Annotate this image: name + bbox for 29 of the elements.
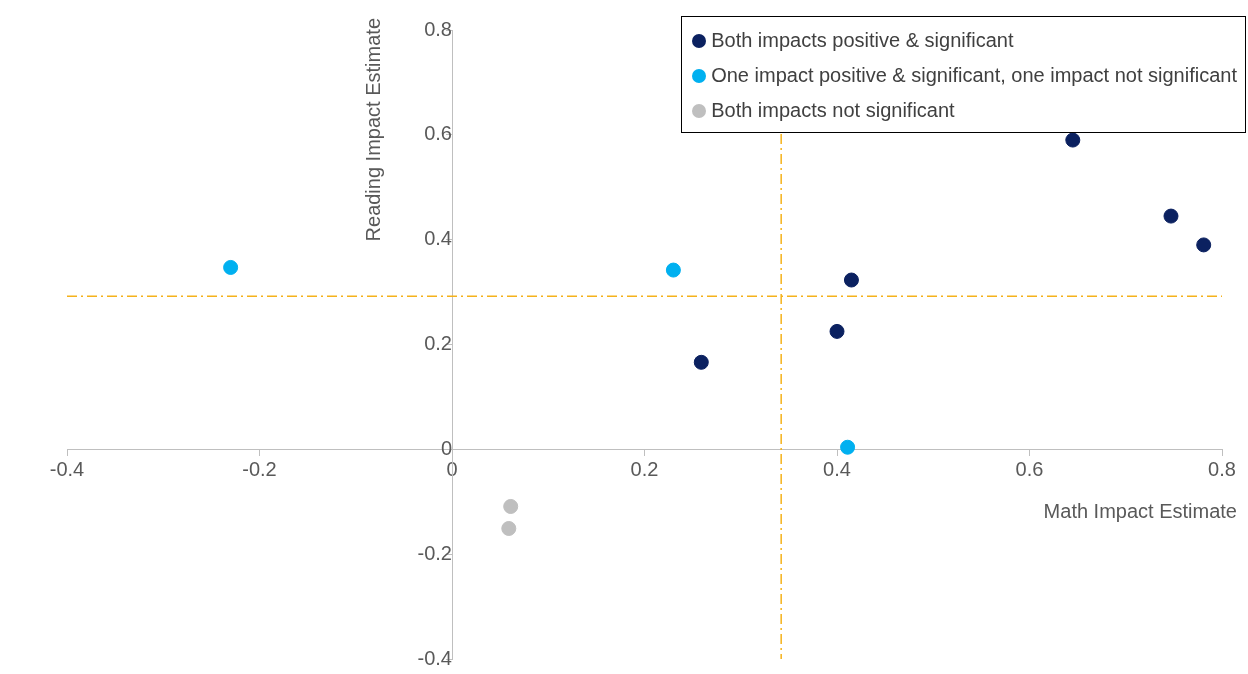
y-tick-label: 0.4: [424, 227, 452, 250]
point: [1065, 132, 1081, 148]
point: [829, 323, 845, 339]
point: [503, 498, 519, 514]
point: [501, 520, 517, 536]
point: [665, 262, 681, 278]
y-axis-title: Reading Impact Estimate: [361, 18, 384, 242]
x-tick-label: -0.4: [49, 457, 85, 480]
point: [693, 354, 709, 370]
y-tick-label: -0.2: [417, 541, 452, 564]
y-tick-label: 0.2: [424, 332, 452, 355]
x-axis-title: Math Impact Estimate: [1043, 499, 1237, 522]
x-tick-label: 0.2: [630, 457, 659, 480]
legend-label: Both impacts positive & significant: [711, 29, 1014, 52]
x-tick-label: 0.8: [1208, 457, 1236, 480]
point: [1196, 237, 1212, 253]
point: [843, 272, 859, 288]
point: [1163, 208, 1179, 224]
y-tick-label: 0.6: [424, 122, 452, 145]
y-tick-label: -0.4: [417, 646, 452, 669]
point: [840, 439, 856, 455]
y-tick-label: 0.8: [424, 17, 452, 40]
x-tick-label: 0.6: [1015, 457, 1044, 480]
legend-label: Both impacts not significant: [711, 99, 955, 122]
x-tick-label: 0.4: [823, 457, 851, 480]
point: [223, 259, 239, 275]
y-tick-label: 0: [440, 436, 452, 459]
x-tick-label: -0.2: [242, 457, 277, 480]
legend-label: One impact positive & significant, one impact not significant: [711, 64, 1237, 87]
